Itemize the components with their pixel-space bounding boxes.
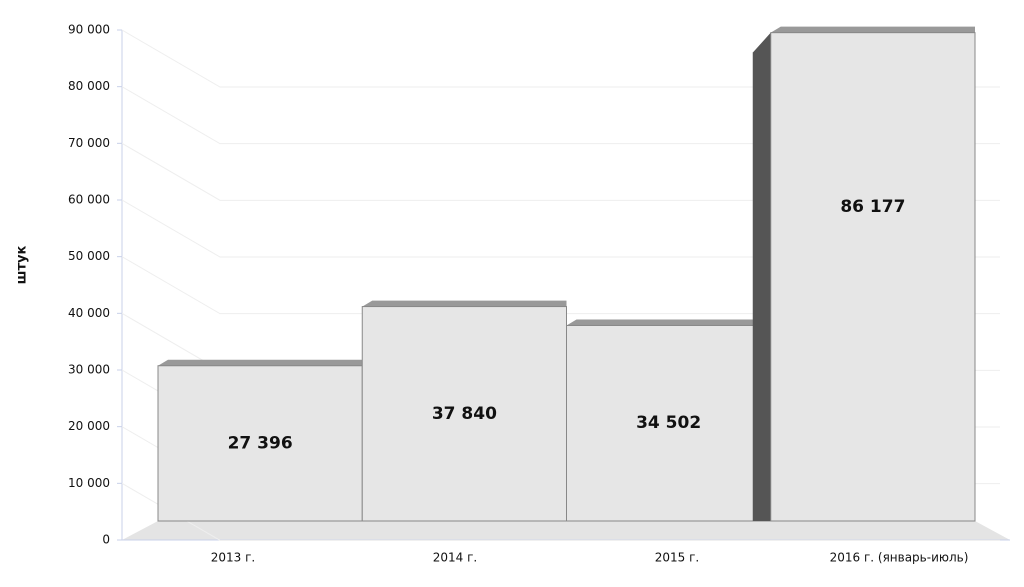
y-tick-label: 30 000 <box>68 363 110 377</box>
value-label: 86 177 <box>840 197 905 217</box>
y-tick-label: 40 000 <box>68 306 110 320</box>
grid-line <box>121 199 1000 258</box>
y-axis-label: штук <box>15 246 30 285</box>
bar <box>770 32 976 522</box>
grid-line <box>121 482 1000 541</box>
value-label: 37 840 <box>432 404 497 424</box>
y-tick-label: 50 000 <box>68 249 110 263</box>
grid-line <box>121 142 1000 201</box>
y-tick-label: 90 000 <box>68 23 110 37</box>
bar-top <box>770 26 975 33</box>
bar-top <box>158 359 363 366</box>
y-tick-label: 60 000 <box>68 193 110 207</box>
x-tick-label: 2014 г. <box>433 551 477 565</box>
y-tick-label: 10 000 <box>68 476 110 490</box>
grid-line <box>121 256 1000 315</box>
bar-top <box>566 319 771 326</box>
grid-line <box>121 29 1000 88</box>
floor <box>122 521 1010 540</box>
value-label: 27 396 <box>228 433 293 453</box>
grid-line <box>121 86 1000 145</box>
y-tick-label: 20 000 <box>68 419 110 433</box>
y-tick-label: 80 000 <box>68 79 110 93</box>
bar <box>566 324 772 522</box>
bar-top <box>362 300 567 307</box>
x-tick-label: 2013 г. <box>211 551 255 565</box>
bar-side <box>752 32 771 521</box>
y-tick-label: 0 <box>102 533 110 547</box>
x-tick-label: 2015 г. <box>655 551 699 565</box>
value-label: 34 502 <box>636 413 701 433</box>
y-tick-label: 70 000 <box>68 136 110 150</box>
x-tick-label: 2016 г. (январь-июль) <box>830 551 969 565</box>
